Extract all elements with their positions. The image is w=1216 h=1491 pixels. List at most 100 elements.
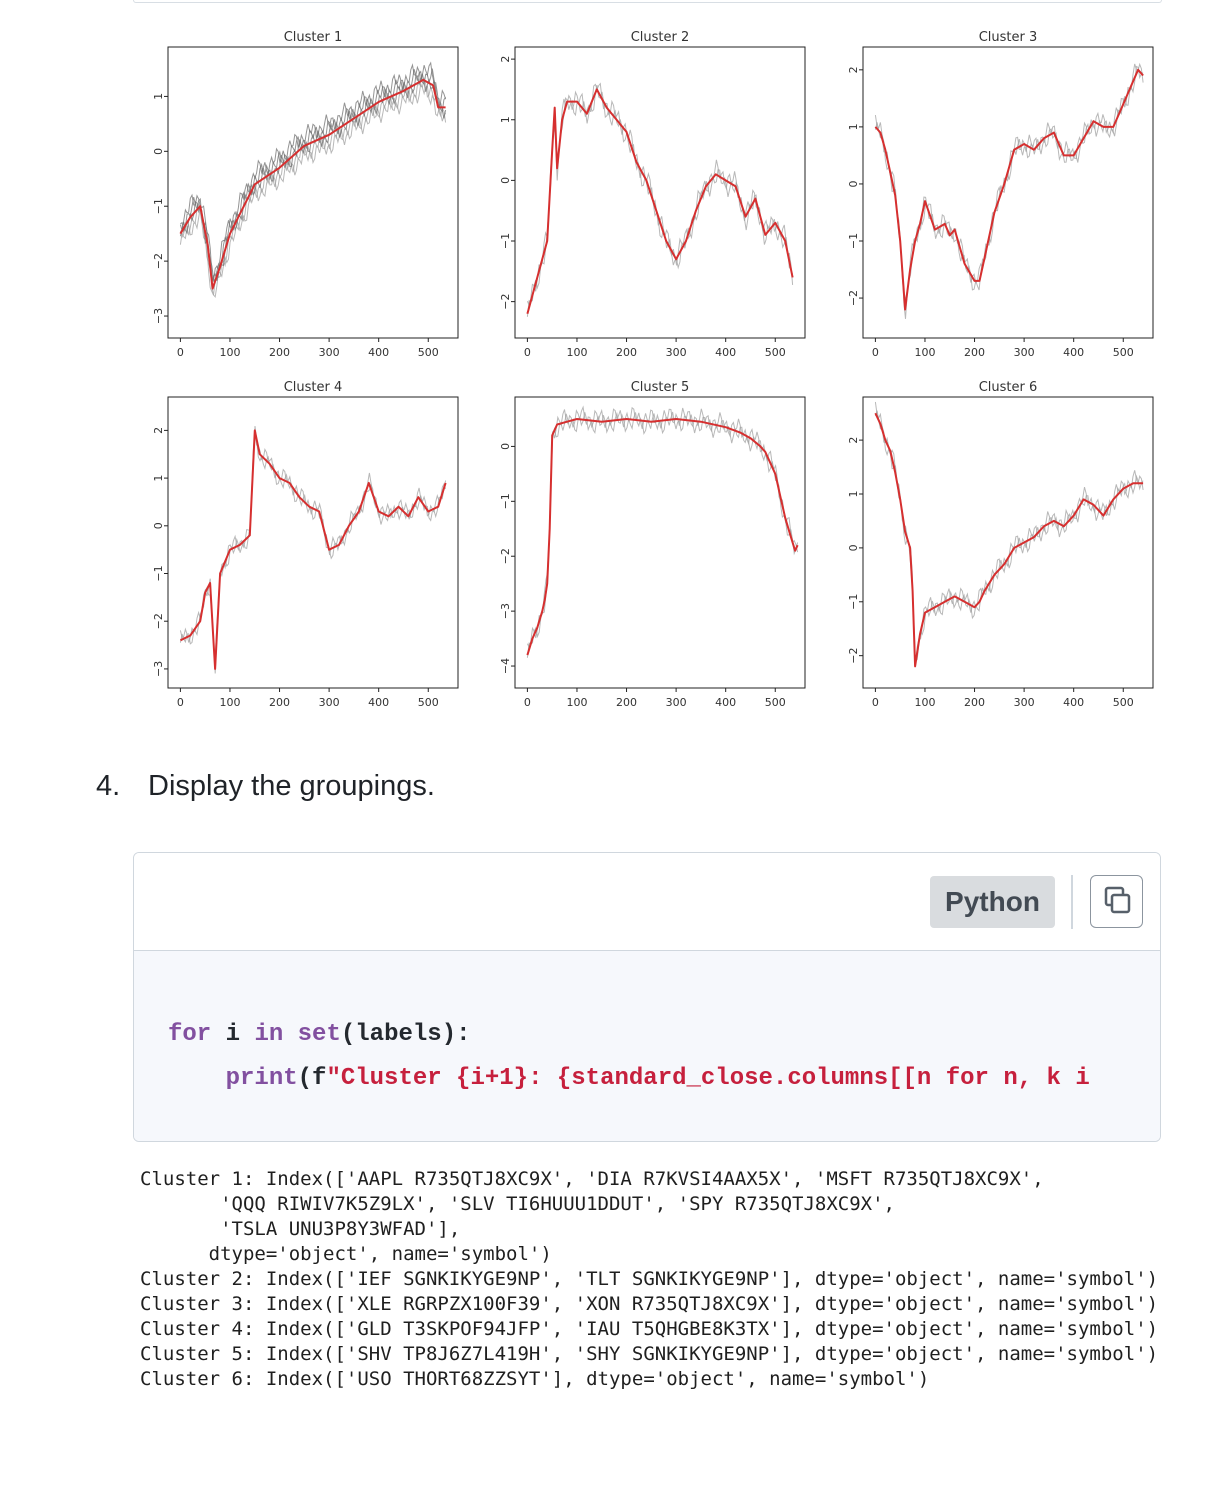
x-tick-label: 400	[715, 346, 736, 359]
output-line: Cluster 6: Index(['USO THORT68ZZSYT'], d…	[140, 1368, 930, 1390]
y-tick-label: 2	[847, 437, 860, 444]
cluster-chart-3: Cluster 3 0 100 200 300 400 500 2 1 0 −1 −2	[847, 30, 1154, 359]
cluster-chart-2: Cluster 2 0 100 200 300 400 500 2 1 0 −1 −2	[499, 30, 806, 359]
x-tick-label: 200	[964, 696, 985, 709]
y-tick-label: 2	[499, 56, 512, 63]
x-tick-label: 200	[616, 346, 637, 359]
x-tick-label: 100	[219, 346, 240, 359]
output-line: Cluster 2: Index(['IEF SGNKIKYGE9NP', 'T…	[140, 1268, 1159, 1290]
step-text: Display the groupings.	[148, 770, 435, 802]
x-tick-label: 400	[1063, 696, 1084, 709]
y-tick-label: 1	[152, 93, 165, 100]
plot-frame	[167, 46, 459, 339]
member-series-line	[180, 68, 447, 285]
member-series-line	[874, 401, 1144, 666]
output-line: 'QQQ RIWIV7K5Z9LX', 'SLV TI6HUUU1DDUT', …	[140, 1193, 895, 1215]
x-tick-label: 0	[177, 346, 184, 359]
member-series-line	[874, 410, 1144, 664]
output-line: dtype='object', name='symbol')	[140, 1243, 552, 1265]
cluster-mean-line	[874, 412, 1144, 668]
member-series-line	[179, 425, 447, 674]
x-tick-label: 200	[269, 696, 290, 709]
member-series-line	[179, 431, 447, 660]
y-tick-label: 0	[152, 522, 165, 529]
x-tick-label: 0	[872, 696, 879, 709]
cluster-chart-4: Cluster 4 0 100 200 300 400 500 2 1 0 −1 −2 −3	[152, 380, 459, 709]
member-series-line	[874, 65, 1144, 319]
cell-output: Cluster 1: Index(['AAPL R735QTJ8XC9X', '…	[140, 1167, 1158, 1392]
x-tick-label: 300	[1014, 346, 1035, 359]
plot-frame	[167, 396, 459, 689]
y-tick-label: −2	[847, 290, 860, 306]
x-tick-label: 400	[715, 696, 736, 709]
x-tick-label: 400	[368, 346, 389, 359]
y-tick-label: 1	[847, 123, 860, 130]
member-series-line	[179, 81, 447, 299]
x-tick-label: 300	[319, 696, 340, 709]
x-tick-label: 200	[269, 346, 290, 359]
y-tick-label: 2	[152, 427, 165, 434]
copy-button[interactable]	[1090, 875, 1143, 928]
cluster-mean-line	[526, 88, 794, 315]
chart-title: Cluster 5	[631, 380, 690, 395]
cluster-mean-line	[874, 68, 1144, 311]
x-tick-label: 0	[872, 346, 879, 359]
member-series-line	[874, 62, 1144, 302]
y-tick-label: −2	[152, 253, 165, 269]
previous-block-border	[133, 0, 1162, 3]
x-tick-label: 300	[666, 696, 687, 709]
x-tick-label: 100	[219, 696, 240, 709]
cluster-charts-figure: Cluster 10 100 200 300 400 50010−1−2−3Cluster…	[152, 30, 1154, 709]
y-tick-label: −2	[499, 548, 512, 564]
code-line-1: for i in set(labels):	[168, 1021, 471, 1048]
step-number: 4.	[96, 770, 121, 802]
x-tick-label: 200	[964, 346, 985, 359]
x-tick-label: 100	[914, 696, 935, 709]
x-tick-label: 0	[524, 346, 531, 359]
y-tick-label: 0	[499, 443, 512, 450]
x-tick-label: 500	[418, 696, 439, 709]
x-tick-label: 200	[616, 696, 637, 709]
y-tick-label: −1	[499, 233, 512, 249]
y-tick-label: −2	[847, 648, 860, 664]
chart-title: Cluster 4	[284, 380, 343, 395]
cluster-mean-line	[179, 78, 446, 290]
output-line: 'TSLA UNU3P8Y3WFAD'],	[140, 1218, 461, 1240]
y-tick-label: −3	[152, 661, 165, 677]
output-line: Cluster 1: Index(['AAPL R735QTJ8XC9X', '…	[140, 1168, 1044, 1190]
member-series-line	[526, 411, 799, 658]
code-block: Python for i in set(labels): print(f"Clu…	[133, 852, 1161, 1142]
plot-frame	[862, 396, 1154, 689]
plot-frame	[862, 46, 1154, 339]
output-line: Cluster 5: Index(['SHV TP8J6Z7L419H', 'S…	[140, 1343, 1159, 1365]
chart-title: Cluster 6	[979, 380, 1038, 395]
y-tick-label: −1	[847, 233, 860, 249]
copy-icon	[1104, 886, 1131, 914]
y-tick-label: 0	[847, 180, 860, 187]
output-line: Cluster 3: Index(['XLE RGRPZX100F39', 'X…	[140, 1293, 1159, 1315]
x-tick-label: 100	[566, 696, 587, 709]
plot-frame	[514, 396, 806, 689]
header-divider	[1071, 875, 1073, 929]
language-label: Python	[930, 876, 1055, 928]
y-tick-label: −3	[152, 308, 165, 324]
y-tick-label: 1	[847, 491, 860, 498]
y-tick-label: 0	[499, 177, 512, 184]
x-tick-label: 400	[1063, 346, 1084, 359]
x-tick-label: 500	[1113, 346, 1134, 359]
member-series-line	[526, 84, 794, 317]
step-heading: 4. Display the groupings.	[96, 770, 435, 803]
cluster-chart-1: Cluster 1 0 100 200 300 400 500 1 0 −1 −2 −3	[152, 30, 459, 359]
y-tick-label: 1	[499, 116, 512, 123]
member-series-line	[179, 73, 447, 284]
x-tick-label: 300	[319, 346, 340, 359]
member-series-line	[526, 82, 794, 307]
x-tick-label: 500	[1113, 696, 1134, 709]
cluster-chart-6: Cluster 6 0 100 200 300 400 500 2 1 0 −1 −2	[847, 380, 1154, 709]
x-tick-label: 100	[914, 346, 935, 359]
x-tick-label: 0	[177, 696, 184, 709]
x-tick-label: 300	[1014, 696, 1035, 709]
chart-title: Cluster 3	[979, 30, 1038, 45]
cluster-chart-5: Cluster 5 0 100 200 300 400 500 0 −1 −2 −3 −4	[499, 380, 806, 709]
code-body[interactable]: for i in set(labels): print(f"Cluster {i…	[134, 951, 1160, 1141]
